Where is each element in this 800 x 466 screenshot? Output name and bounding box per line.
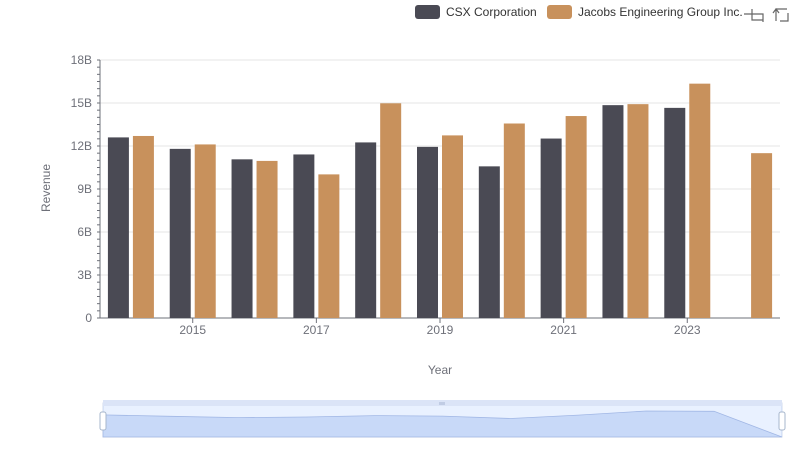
zoom-selection[interactable] <box>103 403 782 437</box>
bar-jacobs-2016[interactable] <box>256 160 278 318</box>
bar-jacobs-2014[interactable] <box>132 135 154 318</box>
bar-csx-2021[interactable] <box>540 138 562 318</box>
zoom-handle-left[interactable] <box>99 411 107 431</box>
legend-label[interactable]: Jacobs Engineering Group Inc. <box>578 5 743 19</box>
zoom-grip-icon <box>439 402 445 405</box>
legend-swatch[interactable] <box>547 5 572 19</box>
x-axis-label: Year <box>428 363 452 377</box>
legend-swatch[interactable] <box>415 5 440 19</box>
bars <box>107 83 773 319</box>
bar-jacobs-2020[interactable] <box>503 123 525 318</box>
toolbox[interactable] <box>744 8 789 22</box>
zoom-icon[interactable] <box>744 9 764 22</box>
bar-jacobs-2017[interactable] <box>318 174 340 318</box>
x-tick-label: 2023 <box>674 323 701 337</box>
bar-jacobs-2023[interactable] <box>689 83 711 319</box>
y-tick-label: 0 <box>85 311 92 325</box>
bar-jacobs-2021[interactable] <box>565 116 587 318</box>
y-tick-label: 9B <box>77 182 92 196</box>
zoom-handle-right[interactable] <box>778 411 786 431</box>
y-tick-label: 12B <box>71 139 92 153</box>
bar-jacobs-2024[interactable] <box>751 153 773 318</box>
bar-csx-2017[interactable] <box>293 154 315 318</box>
bar-csx-2019[interactable] <box>417 146 438 318</box>
zoom-move-handle[interactable] <box>103 400 782 406</box>
bar-csx-2022[interactable] <box>602 105 624 319</box>
y-tick-label: 18B <box>71 53 92 67</box>
x-tick-label: 2019 <box>427 323 454 337</box>
y-tick-label: 3B <box>77 268 92 282</box>
x-tick-label: 2015 <box>179 323 206 337</box>
legend[interactable]: CSX Corporation Jacobs Engineering Group … <box>415 5 743 19</box>
axes: 0 3B 6B 9B 12B 15B 18B 2015 2017 2019 2021 2023 <box>71 53 780 337</box>
bar-csx-2014[interactable] <box>107 137 129 318</box>
bar-csx-2023[interactable] <box>664 107 686 318</box>
legend-label[interactable]: CSX Corporation <box>446 5 537 19</box>
x-tick-label: 2021 <box>550 323 577 337</box>
bar-csx-2020[interactable] <box>478 166 500 318</box>
bar-csx-2016[interactable] <box>231 159 253 318</box>
bar-jacobs-2022[interactable] <box>627 104 649 318</box>
bar-jacobs-2018[interactable] <box>380 103 402 318</box>
y-axis-label: Revenue <box>39 164 53 212</box>
data-zoom-slider[interactable] <box>99 400 786 438</box>
zoom-preview-area <box>102 410 783 438</box>
x-tick-label: 2017 <box>303 323 330 337</box>
restore-icon[interactable] <box>772 8 789 22</box>
bar-csx-2018[interactable] <box>355 142 377 318</box>
bar-csx-2015[interactable] <box>169 148 191 318</box>
y-tick-label: 15B <box>71 96 92 110</box>
bar-jacobs-2015[interactable] <box>194 144 216 318</box>
bar-jacobs-2019[interactable] <box>442 135 463 318</box>
y-tick-label: 6B <box>77 225 92 239</box>
